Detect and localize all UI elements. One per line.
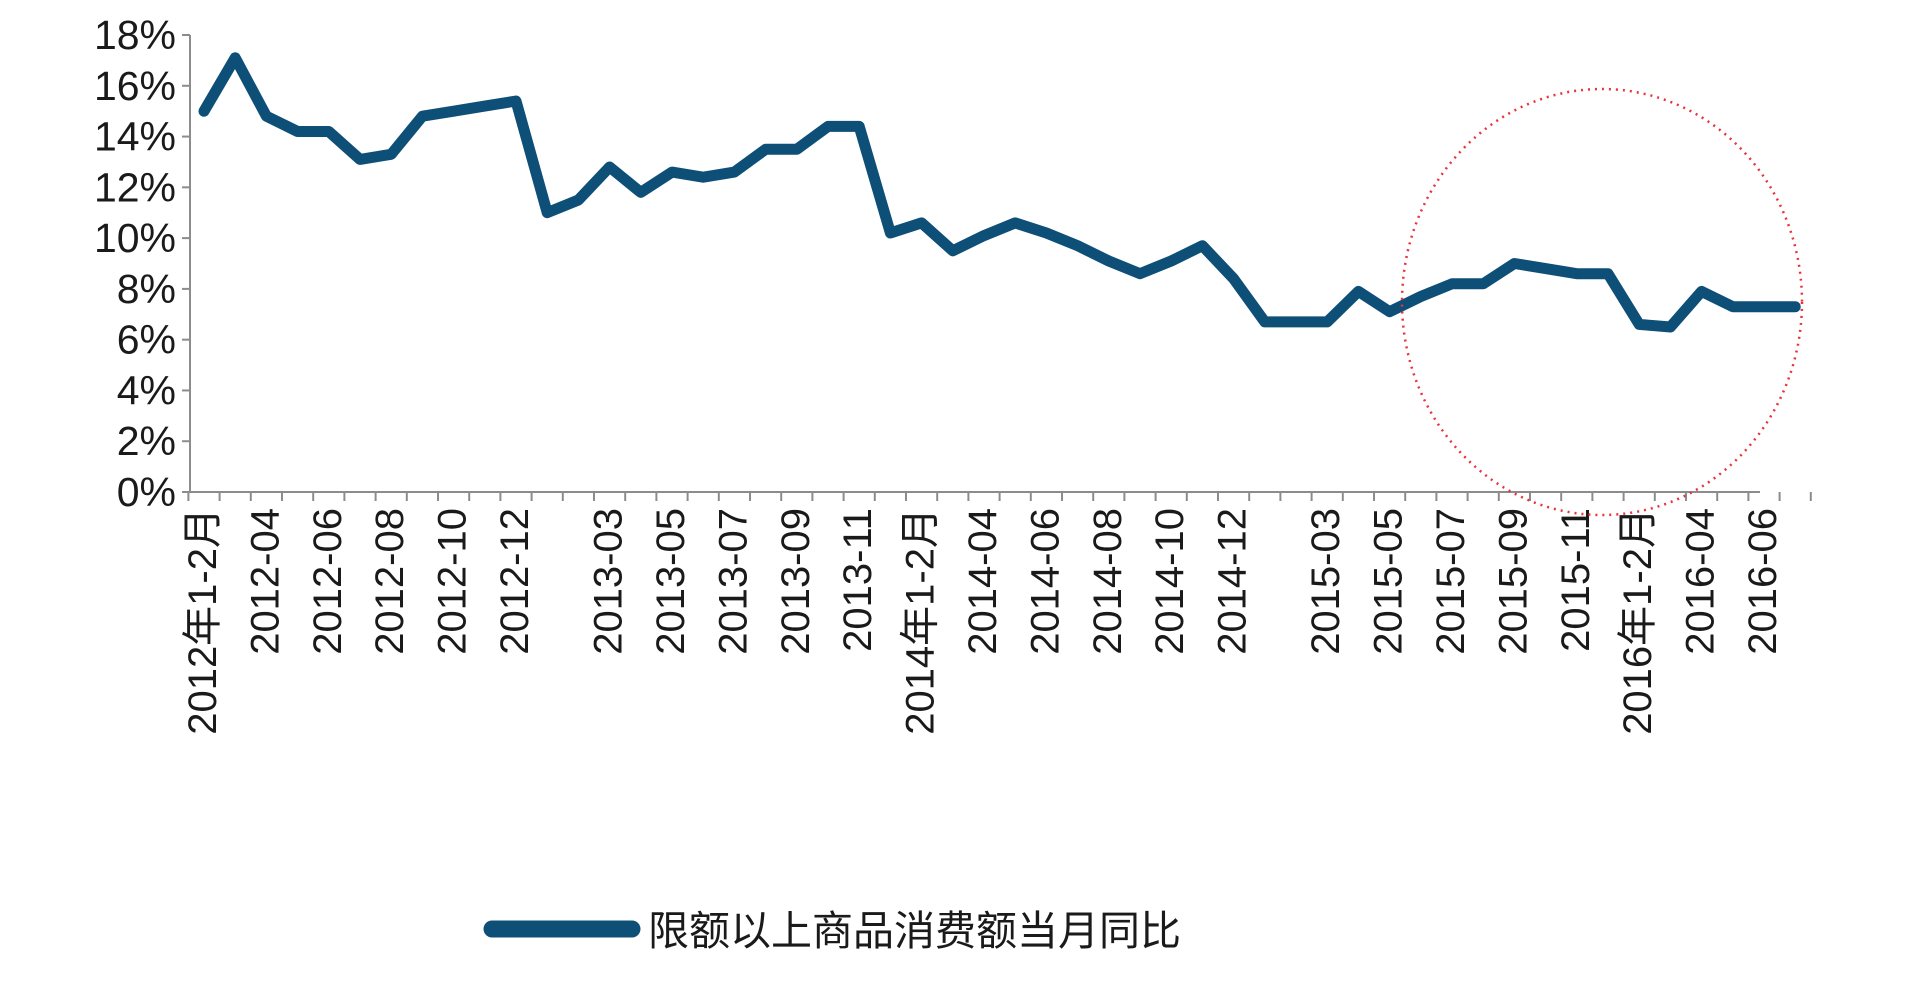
x-tick-label: 2015-05 [1367, 508, 1411, 655]
highlight-circle [1400, 87, 1804, 517]
y-tick-label: 6% [117, 317, 176, 363]
x-tick-label: 2012-08 [368, 508, 412, 655]
x-tick-label: 2013-07 [711, 508, 755, 655]
x-tick-label: 2015-11 [1554, 508, 1598, 652]
x-tick-label: 2014年1-2月 [899, 508, 943, 735]
x-tick-label: 2015-03 [1304, 508, 1348, 655]
annotation-layer [1400, 87, 1804, 517]
y-tick-label: 18% [94, 12, 176, 58]
x-tick-label: 2012-04 [243, 508, 287, 655]
x-tick-label: 2016年1-2月 [1616, 508, 1660, 735]
x-tick-label: 2013-11 [836, 508, 880, 652]
y-tick-label: 2% [117, 418, 176, 464]
x-tick-label: 2015-09 [1491, 508, 1535, 655]
x-tick-label: 2015-07 [1429, 508, 1473, 655]
x-tick-label: 2014-04 [961, 508, 1005, 655]
x-axis: 2012年1-2月 2012-04 2012-06 2012-08 2012-10 201… [181, 491, 1812, 735]
x-tick-label: 2014-06 [1023, 508, 1067, 655]
x-tick-label: 2012-06 [306, 508, 350, 655]
y-tick-label: 14% [94, 114, 176, 160]
legend: 限额以上商品消费额当月同比 [483, 907, 1181, 955]
x-tick-label: 2016-06 [1741, 508, 1785, 655]
legend-label: 限额以上商品消费额当月同比 [648, 907, 1181, 955]
y-tick-label: 12% [94, 164, 176, 210]
series-layer [198, 52, 1801, 333]
x-tick-label: 2016-04 [1679, 508, 1723, 655]
y-tick-label: 0% [117, 469, 176, 515]
y-tick-label: 10% [94, 215, 176, 261]
y-tick-label: 16% [94, 63, 176, 109]
x-tick-label: 2013-05 [649, 508, 693, 655]
x-tick-label: 2012-12 [493, 508, 537, 655]
series-line [198, 52, 1801, 333]
y-axis: 0% 2% 4%6% 8% 10% 12%14% 16% 18% [94, 12, 191, 515]
y-tick-label: 8% [117, 266, 176, 312]
x-tick-label: 2012-10 [431, 508, 475, 655]
x-tick-label: 2014-10 [1148, 508, 1192, 655]
x-tick-label: 2014-12 [1211, 508, 1255, 655]
x-tick-label: 2013-09 [774, 508, 818, 655]
x-tick-label: 2014-08 [1086, 508, 1130, 655]
x-tick-label: 2013-03 [587, 508, 631, 655]
y-tick-label: 4% [117, 367, 176, 413]
x-tick-label: 2012年1-2月 [181, 508, 225, 735]
